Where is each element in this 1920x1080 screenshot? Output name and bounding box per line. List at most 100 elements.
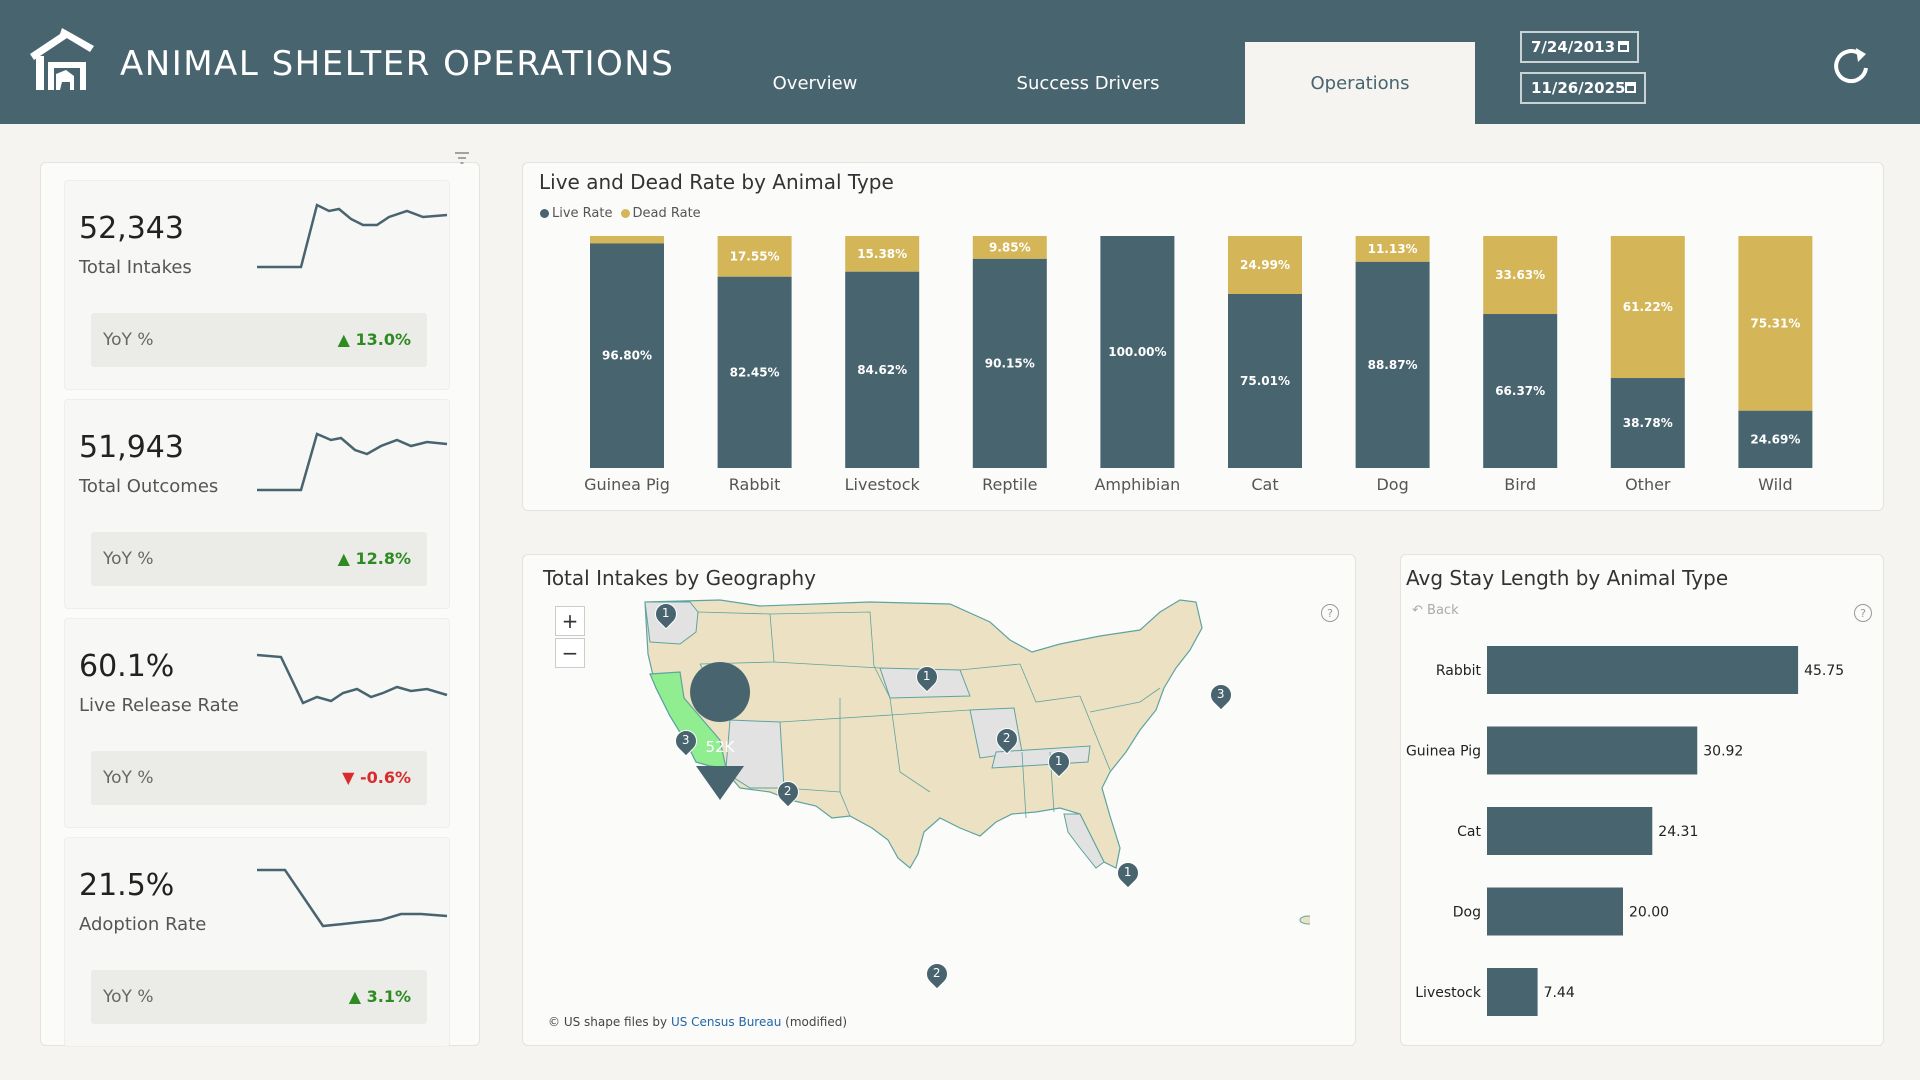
tab-overview[interactable]: Overview: [772, 72, 858, 94]
tab-operations[interactable]: Operations: [1245, 42, 1475, 124]
back-button[interactable]: ↶ Back: [1412, 603, 1459, 618]
category-label: Reptile: [982, 475, 1037, 494]
yoy-label: YoY %: [103, 549, 154, 569]
stay-bar: [1487, 646, 1799, 694]
yoy-box: YoY % ▼ -0.6%: [91, 751, 427, 805]
bar-dead-rate: [1228, 236, 1302, 294]
tab-success-drivers[interactable]: Success Drivers: [1016, 72, 1160, 94]
start-date-value: 7/24/2013: [1531, 38, 1616, 56]
bar-live-rate: [1228, 293, 1302, 468]
kpi-label: Total Outcomes: [79, 476, 219, 497]
census-link[interactable]: US Census Bureau: [670, 1015, 782, 1029]
kpi-label: Live Release Rate: [79, 695, 239, 716]
category-label: Guinea Pig: [584, 475, 670, 494]
category-label: Rabbit: [729, 475, 781, 494]
data-label-dead: 17.55%: [730, 249, 780, 263]
bar-dead-rate: [590, 236, 664, 244]
data-label-dead: 9.85%: [989, 240, 1031, 254]
data-label-live: 38.78%: [1623, 416, 1673, 430]
live-dead-bar-chart: 96.80% Guinea Pig 17.55% 82.45% Rabbit 15.38%…: [584, 236, 1813, 494]
yoy-value: ▲ 12.8%: [337, 549, 411, 568]
kpi-value: 51,943: [79, 430, 184, 465]
kpi-value: 60.1%: [79, 649, 175, 684]
sparkline: [257, 432, 448, 492]
bar-dead-rate: [1610, 236, 1685, 379]
help-icon[interactable]: ?: [1321, 604, 1339, 622]
map-attribution: © US shape files by US Census Bureau (mo…: [548, 1015, 848, 1029]
sparkline: [256, 653, 448, 705]
data-label-live: 100.00%: [1108, 345, 1166, 359]
stay-title: Avg Stay Length by Animal Type: [1406, 566, 1729, 590]
data-label-live: 24.69%: [1750, 432, 1800, 446]
data-label-live: 66.37%: [1495, 384, 1545, 398]
bar-live-rate: [717, 276, 792, 468]
bar-dead-rate: [717, 236, 792, 277]
category-label: Cat: [1251, 475, 1278, 494]
yoy-value: ▼ -0.6%: [342, 768, 411, 787]
data-label-live: 82.45%: [730, 365, 780, 379]
data-label: 30.92: [1703, 744, 1743, 760]
data-label-dead: 33.63%: [1495, 268, 1545, 282]
map-title: Total Intakes by Geography: [543, 566, 816, 590]
data-label: 24.31: [1658, 824, 1698, 840]
category-label: Other: [1625, 475, 1671, 494]
sparkline: [257, 203, 448, 269]
start-date-input[interactable]: 7/24/2013: [1520, 31, 1639, 63]
sparkline: [257, 868, 448, 928]
kpi-label: Total Intakes: [79, 257, 192, 278]
bar-live-rate: [1100, 236, 1175, 468]
back-arrow-icon: ↶: [1412, 603, 1428, 618]
yoy-label: YoY %: [103, 768, 154, 788]
bar-dead-rate: [1738, 236, 1813, 411]
bar-live-rate: [1610, 378, 1685, 468]
category-label: Guinea Pig: [1406, 744, 1481, 760]
category-label: Dog: [1376, 475, 1408, 494]
end-date-value: 11/26/2025: [1531, 79, 1626, 97]
chart-title: Live and Dead Rate by Animal Type: [539, 170, 894, 194]
bar-dead-rate: [1483, 236, 1558, 315]
kpi-card-total-outcomes: 51,943 Total Outcomes YoY % ▲ 12.8%: [64, 399, 450, 609]
data-label: 45.75: [1804, 663, 1844, 679]
kpi-value: 21.5%: [79, 868, 175, 903]
legend-dead-rate: Dead Rate: [620, 206, 701, 221]
data-label-live: 75.01%: [1240, 374, 1290, 388]
yoy-label: YoY %: [103, 987, 154, 1007]
gray-state: [1063, 813, 1105, 869]
stay-bar: [1487, 887, 1623, 936]
map-marker-big-label[interactable]: 52K: [705, 738, 735, 756]
yoy-box: YoY % ▲ 3.1%: [91, 970, 427, 1024]
zoom-in-button[interactable]: +: [555, 606, 585, 636]
category-label: Livestock: [845, 475, 921, 494]
data-label-dead: 11.13%: [1368, 242, 1418, 256]
hawaii: [1299, 915, 1310, 925]
data-label-live: 90.15%: [985, 356, 1035, 370]
shelter-house-icon: [30, 28, 94, 90]
filter-icon[interactable]: [452, 150, 472, 166]
app-title: ANIMAL SHELTER OPERATIONS: [120, 44, 675, 84]
bar-live-rate: [845, 271, 920, 468]
stay-bar: [1487, 726, 1698, 775]
kpi-card-total-intakes: 52,343 Total Intakes YoY % ▲ 13.0%: [64, 180, 450, 390]
end-date-input[interactable]: 11/26/2025: [1520, 72, 1646, 104]
stay-bar: [1487, 807, 1653, 855]
help-icon[interactable]: ?: [1854, 604, 1872, 622]
category-label: Dog: [1453, 905, 1481, 921]
refresh-icon[interactable]: [1830, 44, 1874, 88]
yoy-box: YoY % ▲ 13.0%: [91, 313, 427, 367]
zoom-out-button[interactable]: −: [555, 638, 585, 668]
us-map[interactable]: [640, 592, 1310, 942]
calendar-icon[interactable]: [1625, 82, 1636, 93]
data-label-dead: 15.38%: [857, 247, 907, 261]
yoy-label: YoY %: [103, 330, 154, 350]
data-label-live: 84.62%: [857, 363, 907, 377]
data-label-dead: 75.31%: [1750, 316, 1800, 330]
bar-live-rate: [590, 243, 664, 468]
chart-legend: Live Rate Dead Rate: [540, 206, 701, 221]
bar-dead-rate: [972, 236, 1047, 259]
yoy-value: ▲ 13.0%: [337, 330, 411, 349]
category-label: Bird: [1504, 475, 1536, 494]
data-label: 7.44: [1544, 985, 1575, 1001]
kpi-value: 52,343: [79, 211, 184, 246]
calendar-icon[interactable]: [1618, 41, 1629, 52]
kpi-label: Adoption Rate: [79, 914, 207, 935]
